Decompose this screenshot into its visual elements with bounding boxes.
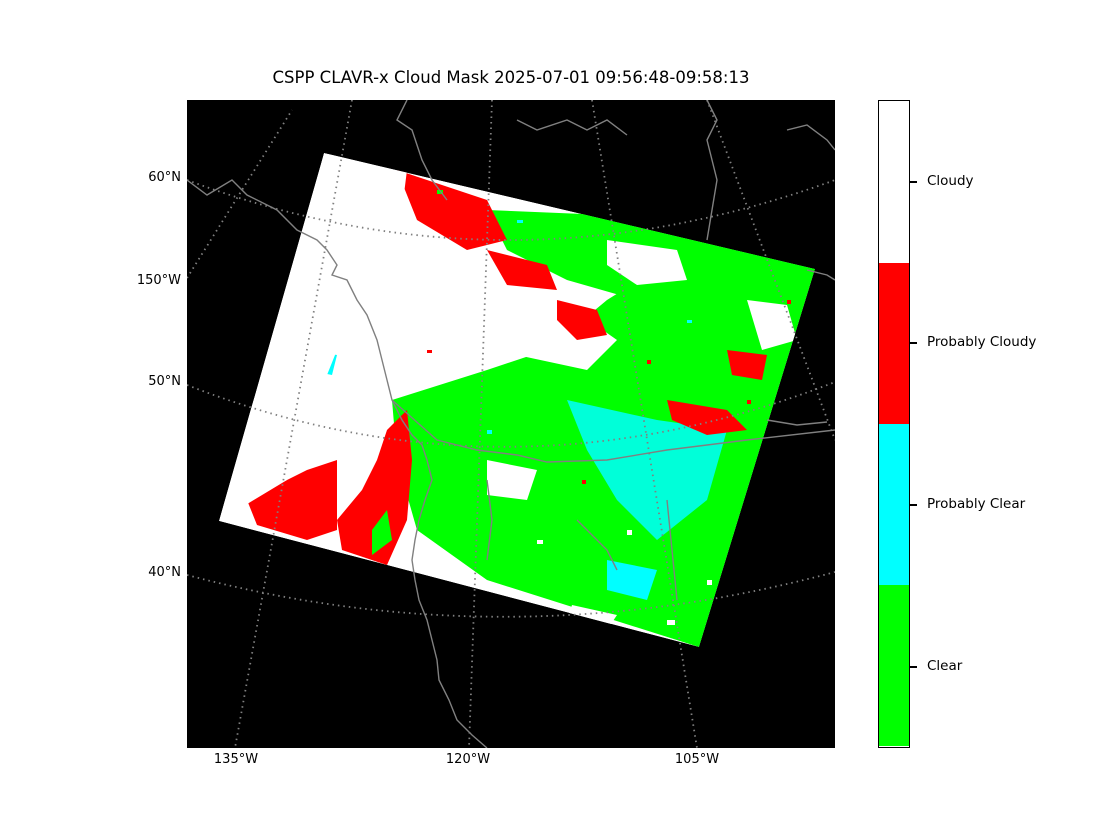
lon-label-135w: 135°W bbox=[213, 752, 259, 767]
swath-speckle bbox=[427, 190, 791, 625]
colorbar-tick bbox=[910, 504, 917, 506]
lon-label-120w: 120°W bbox=[445, 752, 491, 767]
colorbar-segment-cloudy bbox=[879, 101, 909, 263]
lon-label-105w: 105°W bbox=[674, 752, 720, 767]
colorbar bbox=[878, 100, 910, 748]
lat-label-40n: 40°N bbox=[148, 565, 181, 580]
lat-label-60n: 60°N bbox=[148, 170, 181, 185]
graticule bbox=[187, 100, 835, 748]
colorbar-label-probably-cloudy: Probably Cloudy bbox=[927, 334, 1037, 350]
lat-label-50n: 50°N bbox=[148, 374, 181, 389]
colorbar-label-cloudy: Cloudy bbox=[927, 173, 974, 189]
colorbar-label-clear: Clear bbox=[927, 658, 963, 674]
figure-title: CSPP CLAVR-x Cloud Mask 2025-07-01 09:56… bbox=[272, 68, 750, 87]
map-canvas bbox=[187, 100, 835, 748]
colorbar-segment-clear bbox=[879, 585, 909, 746]
colorbar-label-probably-clear: Probably Clear bbox=[927, 496, 1026, 512]
colorbar-tick bbox=[910, 666, 917, 668]
map-panel bbox=[187, 100, 835, 748]
colorbar-tick bbox=[910, 181, 917, 183]
colorbar-segment-probably-clear bbox=[879, 424, 909, 585]
colorbar-tick bbox=[910, 342, 917, 344]
coastlines bbox=[187, 100, 835, 748]
lon-label-150w: 150°W bbox=[136, 273, 181, 288]
colorbar-segment-probably-cloudy bbox=[879, 263, 909, 424]
cloud-mask-swath bbox=[219, 153, 815, 647]
